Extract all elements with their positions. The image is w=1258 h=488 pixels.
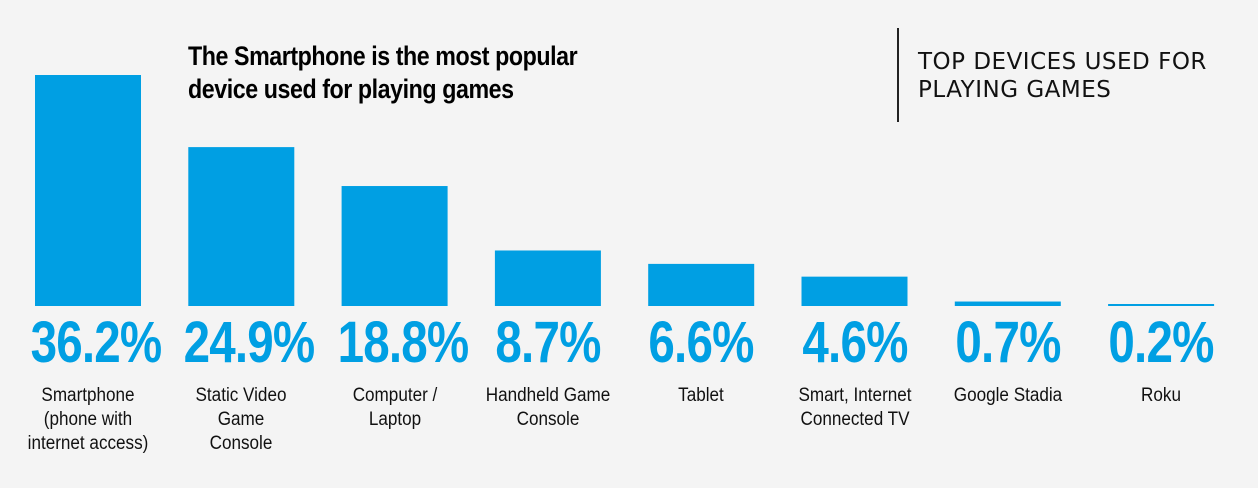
- title-divider: [897, 28, 899, 122]
- category-label-2: Computer / Laptop: [352, 385, 437, 430]
- bar-7: [1108, 304, 1215, 306]
- bar-0: [35, 75, 141, 306]
- category-label-5: Smart, Internet Connected TV: [797, 385, 912, 430]
- bar-4: [648, 263, 755, 306]
- category-label-0: Smartphone (phone with internet access): [27, 385, 149, 454]
- value-label-1: 24.9%: [183, 310, 316, 375]
- bar-2: [341, 186, 448, 306]
- chart-headline: The Smartphone is the most popular devic…: [188, 41, 578, 104]
- category-label-7: Roku: [1141, 385, 1182, 406]
- category-label-1: Static Video Game Console: [195, 385, 287, 454]
- chart-side-title: TOP DEVICES USED FOR PLAYING GAMES: [918, 49, 1207, 103]
- value-label-3: 8.7%: [495, 310, 601, 375]
- value-label-0: 36.2%: [30, 310, 163, 375]
- bar-6: [954, 301, 1061, 306]
- bar-1: [188, 147, 295, 306]
- value-label-4: 6.6%: [648, 310, 755, 375]
- bar-3: [494, 250, 601, 306]
- value-label-5: 4.6%: [801, 310, 908, 375]
- value-label-2: 18.8%: [337, 310, 469, 375]
- value-label-7: 0.2%: [1108, 310, 1215, 375]
- category-label-4: Tablet: [678, 385, 724, 406]
- category-label-6: Google Stadia: [953, 385, 1062, 406]
- category-label-3: Handheld Game Console: [485, 385, 611, 430]
- value-label-6: 0.7%: [955, 310, 1061, 375]
- bar-5: [801, 276, 908, 306]
